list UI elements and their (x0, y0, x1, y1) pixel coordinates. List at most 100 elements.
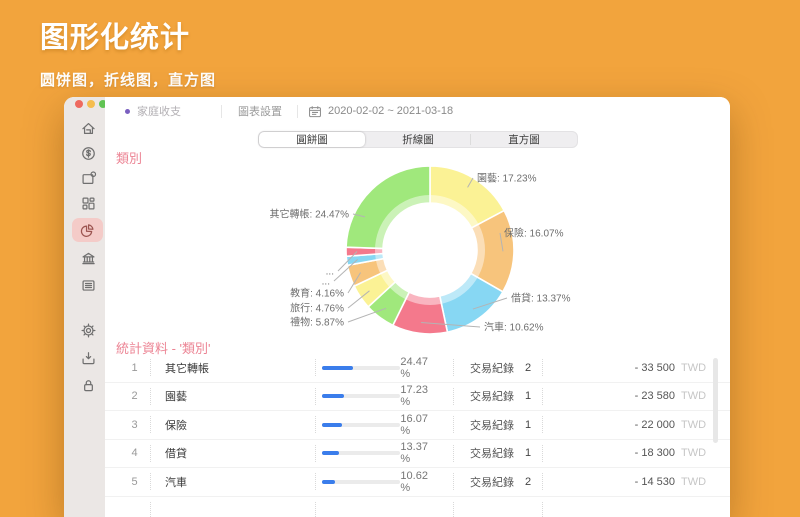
category-cell: 保險 (151, 417, 315, 433)
lock-icon (80, 377, 97, 394)
sidebar-item-pie-chart[interactable] (72, 218, 103, 242)
rank-cell: 5 (119, 476, 150, 488)
records-count: 1 (514, 390, 542, 402)
currency-label: TWD (675, 419, 715, 431)
slice-callout-label: 禮物: 5.87% (290, 316, 344, 329)
rank-cell: 4 (119, 447, 150, 459)
sidebar-item-categories[interactable] (77, 192, 99, 214)
slice-callout-label: 保險: 16.07% (504, 227, 564, 240)
percent-cell: 24.47 % (316, 356, 440, 380)
records-label: 交易紀錄 (470, 360, 514, 376)
sidebar (64, 97, 105, 517)
column-divider (150, 502, 151, 517)
amount-cell: - 33 500 (543, 362, 675, 374)
slice-callout-label: 其它轉帳: 24.47% (270, 208, 350, 221)
rank-cell: 3 (119, 419, 150, 431)
import-icon (80, 350, 97, 367)
sidebar-item-bank[interactable] (77, 247, 99, 269)
page-subtitle: 圆饼图，折线图，直方图 (40, 69, 216, 90)
slice-callout-label: 園藝: 17.23% (477, 172, 537, 185)
app-window: 家庭收支 圖表設置 2020-02-02 ~ 2021-03-18 圓餅圖折線圖… (64, 97, 730, 517)
home-icon (80, 120, 97, 137)
settings-icon (80, 322, 97, 339)
percent-value: 24.47 % (400, 356, 440, 380)
percent-value: 10.62 % (400, 470, 440, 494)
percent-value: 17.23 % (400, 384, 440, 408)
amount-cell: - 18 300 (543, 447, 675, 459)
slice-callout-label: ... (326, 267, 334, 278)
sidebar-item-note[interactable] (77, 167, 99, 189)
currency-label: TWD (675, 476, 715, 488)
sidebar-item-list[interactable] (77, 274, 99, 296)
slice-callout-label: ... (322, 277, 330, 288)
slice-callout-label: 旅行: 4.76% (290, 302, 344, 315)
category-cell: 借貸 (151, 445, 315, 461)
amount-cell: - 22 000 (543, 419, 675, 431)
column-divider (453, 502, 454, 517)
pie-chart-icon (79, 222, 96, 239)
progress-bar (322, 394, 400, 398)
list-icon (80, 277, 97, 294)
rank-cell: 2 (119, 390, 150, 402)
records-label: 交易紀錄 (470, 445, 514, 461)
category-cell: 汽車 (151, 474, 315, 490)
note-icon (80, 170, 97, 187)
percent-value: 16.07 % (400, 413, 440, 437)
sidebar-item-home[interactable] (77, 117, 99, 139)
records-count: 2 (514, 362, 542, 374)
minimize-button[interactable] (87, 100, 95, 108)
percent-cell: 17.23 % (316, 384, 440, 408)
donut-inner-highlight (379, 199, 481, 301)
records-label: 交易紀錄 (470, 474, 514, 490)
sidebar-item-money-transfer[interactable] (77, 142, 99, 164)
column-divider (315, 502, 316, 517)
records-count: 1 (514, 447, 542, 459)
amount-cell: - 23 580 (543, 390, 675, 402)
percent-cell: 13.37 % (316, 441, 440, 465)
percent-value: 13.37 % (400, 441, 440, 465)
records-label: 交易紀錄 (470, 388, 514, 404)
column-divider (542, 502, 543, 517)
sidebar-item-settings[interactable] (77, 319, 99, 341)
slice-callout-label: 教育: 4.16% (290, 287, 344, 300)
hero-header: 图形化统计 圆饼图，折线图，直方图 (40, 14, 216, 90)
percent-cell: 10.62 % (316, 470, 440, 494)
progress-bar (322, 480, 400, 484)
donut-slice-其它轉帳[interactable] (346, 166, 430, 248)
sidebar-item-lock[interactable] (77, 374, 99, 396)
records-count: 1 (514, 419, 542, 431)
category-cell: 園藝 (151, 388, 315, 404)
category-cell: 其它轉帳 (151, 360, 315, 376)
currency-label: TWD (675, 447, 715, 459)
records-count: 2 (514, 476, 542, 488)
sidebar-item-import[interactable] (77, 347, 99, 369)
main-content: 家庭收支 圖表設置 2020-02-02 ~ 2021-03-18 圓餅圖折線圖… (105, 97, 730, 517)
progress-bar (322, 423, 400, 427)
percent-cell: 16.07 % (316, 413, 440, 437)
close-button[interactable] (75, 100, 83, 108)
bank-icon (80, 250, 97, 267)
progress-bar (322, 366, 400, 370)
rank-cell: 1 (119, 362, 150, 374)
slice-callout-label: 汽車: 10.62% (484, 321, 544, 334)
page-title: 图形化统计 (40, 14, 216, 56)
slice-callout-label: 借貸: 13.37% (511, 292, 571, 305)
currency-label: TWD (675, 390, 715, 402)
currency-label: TWD (675, 362, 715, 374)
categories-icon (80, 195, 97, 212)
records-label: 交易紀錄 (470, 417, 514, 433)
scrollbar[interactable] (713, 358, 718, 443)
amount-cell: - 14 530 (543, 476, 675, 488)
money-transfer-icon (80, 145, 97, 162)
